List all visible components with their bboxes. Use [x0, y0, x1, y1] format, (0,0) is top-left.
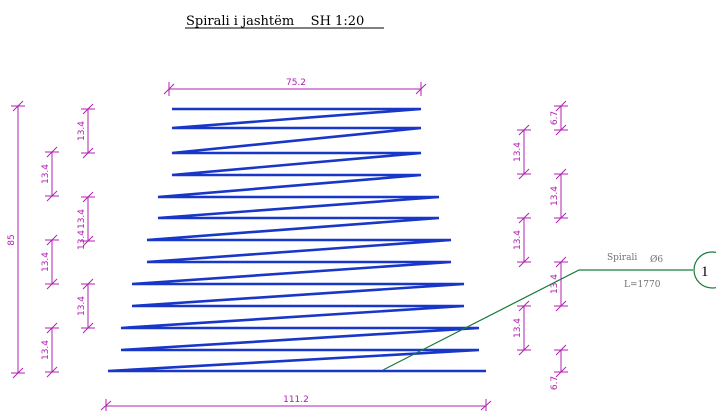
- right-inner-label: 13.4: [513, 318, 523, 338]
- right-inner-label: 13.4: [513, 142, 523, 162]
- callout-length: L=1770: [624, 280, 661, 290]
- left-inner-dimensions: [81, 103, 95, 334]
- total-height-label: 85: [7, 234, 17, 245]
- drawing-title: Spirali i jashtëm SH 1:20: [186, 14, 364, 29]
- left-outer-label: 13.4: [41, 340, 51, 360]
- bottom-width-dimension: [100, 399, 492, 411]
- callout-diameter: Ø6: [650, 254, 663, 265]
- right-outer-label: 13.4: [550, 186, 560, 206]
- right-outer-label: 6.7: [550, 111, 560, 125]
- callout-leader: [382, 269, 693, 371]
- bottom-width-label: 111.2: [283, 395, 309, 405]
- left-outer-label: 13.4: [41, 252, 51, 272]
- left-inner-label: 13.4: [77, 230, 87, 250]
- marker-number: 1: [701, 264, 709, 280]
- right-outer-label: 6.7: [550, 376, 560, 390]
- total-height-dimension: [11, 100, 25, 379]
- left-outer-label: 13.4: [41, 164, 51, 184]
- right-outer-label: 13.4: [550, 274, 560, 294]
- right-outer-dimensions: [554, 100, 568, 378]
- left-inner-label: 13.4: [77, 121, 87, 141]
- marker-bubble: [693, 251, 716, 289]
- left-inner-label: 13.4: [77, 296, 87, 316]
- left-outer-dimensions: [45, 146, 59, 378]
- right-inner-dimensions: [517, 124, 531, 356]
- top-width-dimension: [163, 82, 427, 96]
- left-inner-label: 13.4: [77, 209, 87, 229]
- spiral-line: [107, 107, 486, 373]
- right-inner-label: 13.4: [513, 230, 523, 250]
- top-width-label: 75.2: [286, 78, 306, 88]
- callout-label: Spirali: [607, 253, 637, 263]
